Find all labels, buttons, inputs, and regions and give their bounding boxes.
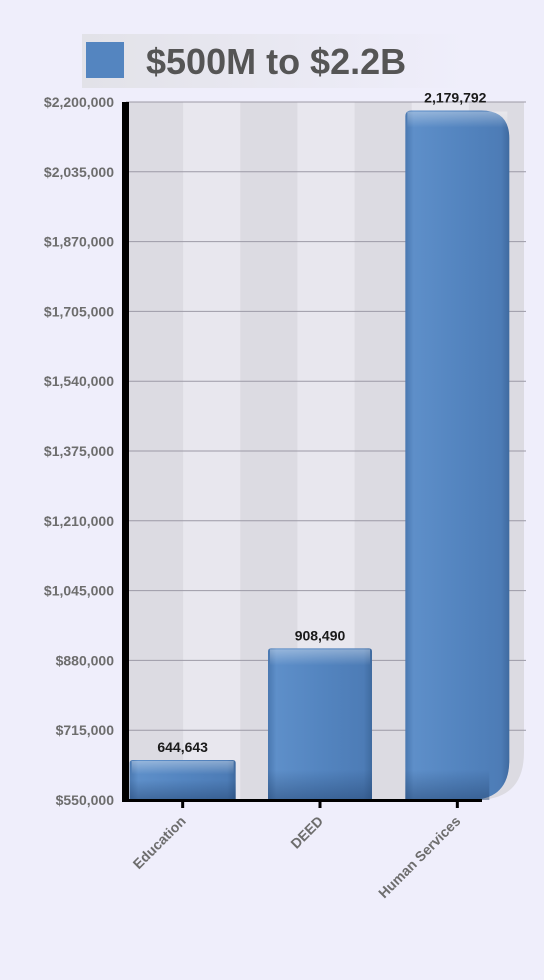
y-tick-label: $1,705,000 [44,303,114,319]
y-tick-label: $550,000 [56,792,115,808]
bar-highlight [407,112,507,128]
bar-shadow [268,770,372,800]
data-label: 908,490 [295,627,346,643]
bar [405,111,509,800]
bar-group [130,760,236,800]
x-tick-label: Education [130,813,189,872]
bar-highlight [270,649,370,665]
y-tick-label: $2,035,000 [44,164,114,180]
y-tick-label: $880,000 [56,652,115,668]
y-axis: $550,000 $715,000 $880,000 $1,045,000 $1,210… [44,94,129,808]
y-tick-label: $1,045,000 [44,583,114,599]
data-label: 644,643 [157,739,208,755]
bar-group [268,648,372,800]
x-tick-label: DEED [287,813,326,852]
x-tick-label: Human Services [375,813,464,902]
y-tick-label: $1,375,000 [44,443,114,459]
y-tick-label: $1,870,000 [44,234,114,250]
y-tick-label: $1,540,000 [44,373,114,389]
legend: $500M to $2.2B [82,34,466,88]
x-axis: Education DEED Human Services [122,799,482,901]
data-label: 2,179,792 [424,90,486,106]
bar-shadow [130,780,236,800]
y-axis-line [122,102,129,802]
y-tick-label: $2,200,000 [44,94,114,110]
y-tick-label: $1,210,000 [44,513,114,529]
y-tick-label: $715,000 [56,722,115,738]
x-axis-line [122,799,482,802]
bar-highlight [132,761,234,774]
legend-label: $500M to $2.2B [146,41,406,82]
legend-swatch [86,42,124,78]
bar-shadow [405,770,489,800]
bar-group [405,111,509,800]
